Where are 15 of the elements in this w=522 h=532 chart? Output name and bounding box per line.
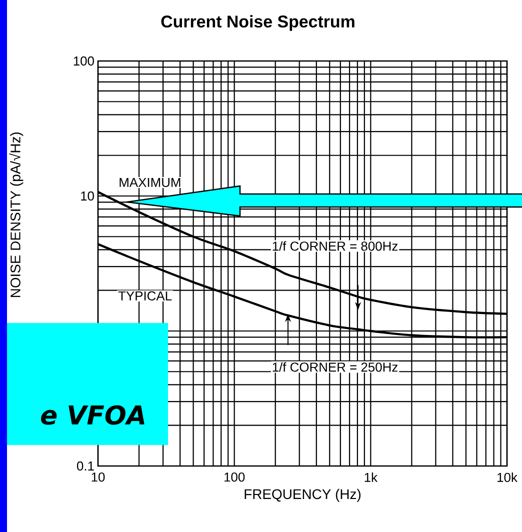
annotation: 1/f CORNER = 250Hz <box>272 362 398 372</box>
x-tick-label: 10k <box>498 472 518 482</box>
y-tick-label: 0.1 <box>76 461 94 471</box>
annotation: 1/f CORNER = 800Hz <box>272 241 398 251</box>
y-tick-label: 100 <box>74 56 94 66</box>
annotation: e VFOA <box>41 405 144 425</box>
series-label: MAXIMUM <box>120 178 180 188</box>
series-label: TYPICAL <box>118 291 172 300</box>
y-tick-label: 10 <box>81 191 94 201</box>
x-tick-label: 100 <box>224 472 245 482</box>
x-tick-label: 10 <box>92 472 105 482</box>
x-tick-label: 1k <box>364 472 378 482</box>
chart-title: Current Noise Spectrum <box>161 15 354 31</box>
x-axis-title: FREQUENCY (Hz) <box>244 488 361 502</box>
y-axis-title: NOISE DENSITY (pA/√Hz) <box>9 132 24 298</box>
